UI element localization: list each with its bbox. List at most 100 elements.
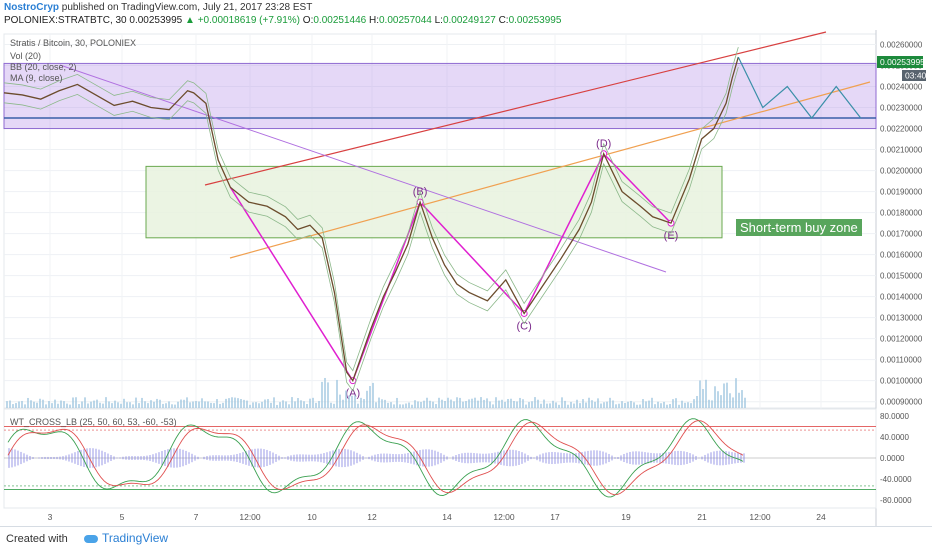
osc-tick-label: 40.0000	[880, 433, 909, 442]
price-tick-label: 0.00230000	[880, 104, 923, 113]
volume-bar	[222, 403, 224, 408]
volume-bar	[465, 401, 467, 408]
volume-bar	[177, 402, 179, 408]
oscillator-histogram-bar	[317, 454, 319, 461]
time-tick-label: 24	[816, 512, 826, 522]
price-chart[interactable]: (A)(B)(C)(D)(E) 0.002600000.002500000.00…	[0, 30, 932, 526]
volume-bar	[30, 400, 32, 408]
created-with: Created with	[6, 533, 68, 545]
volume-bar	[258, 403, 260, 408]
price-tick-label: 0.00200000	[880, 167, 923, 176]
volume-bar	[672, 399, 674, 408]
oscillator-histogram-bar	[197, 457, 199, 459]
oscillator-histogram-bar	[707, 453, 709, 462]
volume-bar	[513, 401, 515, 408]
bollinger-legend[interactable]: BB (20, close, 2)	[10, 62, 77, 72]
volume-bar	[462, 402, 464, 408]
volume-bar	[78, 404, 80, 408]
price-tick-label: 0.00140000	[880, 293, 923, 302]
volume-bar	[27, 398, 29, 408]
time-tick-label: 12	[367, 512, 377, 522]
oscillator-histogram-bar	[647, 453, 649, 464]
oscillator-histogram-bar	[743, 453, 745, 462]
volume-bar	[132, 404, 134, 408]
oscillator-histogram-bar	[359, 454, 361, 461]
oscillator-histogram-bar	[299, 454, 301, 461]
oscillator-histogram-bar	[11, 449, 13, 468]
oscillator-histogram-bar	[524, 454, 526, 463]
volume-bar	[378, 398, 380, 408]
volume-bar	[441, 400, 443, 408]
volume-bar	[516, 401, 518, 408]
volume-bar	[459, 398, 461, 408]
oscillator-histogram-bar	[116, 458, 118, 459]
oscillator-histogram-bar	[485, 454, 487, 463]
volume-bar	[168, 401, 170, 408]
price-tick-label: 0.00240000	[880, 83, 923, 92]
volume-bar	[396, 398, 398, 408]
oscillator-histogram-bar	[137, 456, 139, 460]
oscillator-histogram-bar	[593, 450, 595, 465]
oscillator-histogram-bar	[482, 454, 484, 463]
volume-bar	[261, 402, 263, 408]
oscillator-histogram-bar	[638, 451, 640, 464]
oscillator-histogram-bar	[458, 454, 460, 462]
oscillator-histogram-bar	[158, 452, 160, 464]
volume-bar	[444, 401, 446, 408]
countdown-badge: 03:40	[905, 71, 927, 81]
volume-bar	[105, 397, 107, 408]
oscillator-histogram-bar	[50, 457, 52, 459]
volume-bar	[426, 398, 428, 408]
oscillator-histogram-bar	[203, 457, 205, 459]
volume-bar	[24, 404, 26, 408]
volume-bar	[414, 400, 416, 408]
volume-bar	[102, 404, 104, 408]
volume-bar	[351, 396, 353, 408]
volume-bar	[423, 401, 425, 408]
volume-bar	[51, 403, 53, 408]
tradingview-logo[interactable]: TradingView	[84, 531, 168, 545]
volume-bar	[138, 403, 140, 408]
oscillator-histogram-bar	[566, 453, 568, 462]
volume-bar	[315, 403, 317, 408]
volume-bar	[624, 403, 626, 408]
oscillator-histogram-bar	[74, 452, 76, 464]
oscillator-legend[interactable]: WT_CROSS_LB (25, 50, 60, 53, -60, -53)	[10, 417, 177, 427]
oscillator-histogram-bar	[404, 454, 406, 463]
volume-bar	[621, 401, 623, 408]
footer: Created with TradingView	[0, 526, 932, 551]
oscillator-histogram-bar	[374, 455, 376, 462]
chart-legend-title[interactable]: Stratis / Bitcoin, 30, POLONIEX	[10, 38, 136, 48]
volume-bar	[543, 400, 545, 408]
oscillator-histogram-bar	[68, 454, 70, 461]
volume-bar	[273, 397, 275, 408]
volume-bar	[417, 401, 419, 408]
oscillator-histogram-bar	[542, 453, 544, 462]
volume-legend[interactable]: Vol (20)	[10, 51, 41, 61]
volume-bar	[228, 398, 230, 408]
oscillator-histogram-bar	[575, 453, 577, 463]
oscillator-histogram-bar	[32, 457, 34, 459]
ma-legend[interactable]: MA (9, close)	[10, 73, 63, 83]
oscillator-histogram-bar	[14, 449, 16, 466]
volume-bar	[717, 391, 719, 408]
oscillator-histogram-bar	[476, 453, 478, 462]
volume-bar	[525, 405, 527, 408]
volume-bar	[531, 401, 533, 408]
oscillator-histogram-bar	[284, 457, 286, 458]
volume-bar	[435, 404, 437, 408]
volume-bar	[681, 401, 683, 408]
price-tick-label: 0.00190000	[880, 188, 923, 197]
oscillator-histogram-bar	[608, 454, 610, 462]
volume-bar	[603, 402, 605, 408]
volume-bar	[297, 398, 299, 408]
volume-bar	[609, 398, 611, 408]
volume-bar	[702, 389, 704, 408]
volume-bar	[231, 397, 233, 408]
volume-bar	[573, 404, 575, 408]
time-tick-label: 12:00	[493, 512, 515, 522]
oscillator-histogram-bar	[518, 451, 520, 465]
volume-bar	[387, 403, 389, 408]
volume-bar	[198, 401, 200, 408]
author-name[interactable]: NostroCryp	[4, 2, 59, 13]
